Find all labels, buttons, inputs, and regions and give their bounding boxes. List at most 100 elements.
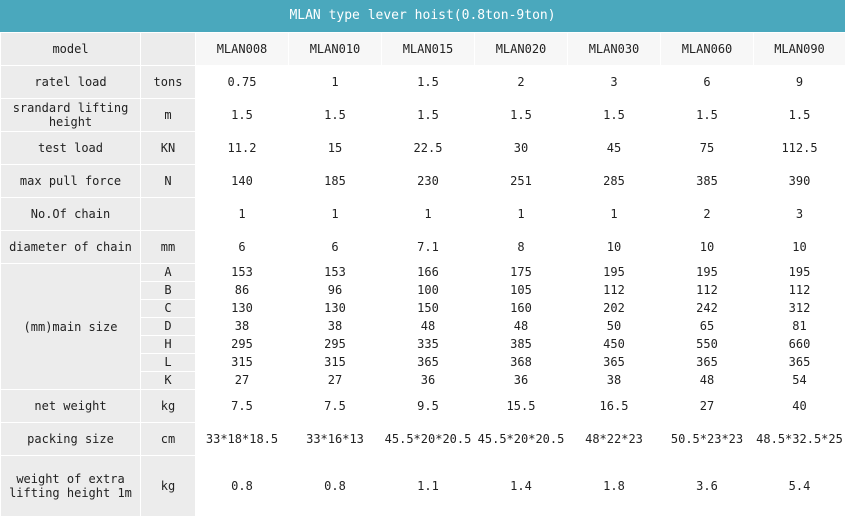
value-cell: 365 xyxy=(754,354,845,372)
value-cell: 7.1 xyxy=(382,231,475,264)
value-cell: 166 xyxy=(382,264,475,282)
value-cell: 48 xyxy=(382,318,475,336)
model-header-label: model xyxy=(1,33,141,66)
value-cell: 365 xyxy=(382,354,475,372)
value-cell: 153 xyxy=(289,264,382,282)
value-cell: 45.5*20*20.5 xyxy=(475,423,568,456)
value-cell: 368 xyxy=(475,354,568,372)
value-cell: 38 xyxy=(568,372,661,390)
dimension-key: L xyxy=(141,354,196,372)
value-cell: 8 xyxy=(475,231,568,264)
model-name-cell: MLAN090 xyxy=(754,33,845,66)
value-cell: 385 xyxy=(661,165,754,198)
value-cell: 312 xyxy=(754,300,845,318)
value-cell: 1.5 xyxy=(382,66,475,99)
model-name-cell: MLAN060 xyxy=(661,33,754,66)
value-cell: 335 xyxy=(382,336,475,354)
value-cell: 660 xyxy=(754,336,845,354)
unit-cell xyxy=(141,33,196,66)
unit-cell: mm xyxy=(141,231,196,264)
value-cell: 27 xyxy=(196,372,289,390)
value-cell: 550 xyxy=(661,336,754,354)
model-name-cell: MLAN030 xyxy=(568,33,661,66)
row-label: ratel load xyxy=(1,66,141,99)
value-cell: 100 xyxy=(382,282,475,300)
value-cell: 385 xyxy=(475,336,568,354)
value-cell: 2 xyxy=(475,66,568,99)
value-cell: 16.5 xyxy=(568,390,661,423)
value-cell: 112 xyxy=(754,282,845,300)
row-label: net weight xyxy=(1,390,141,423)
value-cell: 38 xyxy=(196,318,289,336)
value-cell: 105 xyxy=(475,282,568,300)
model-name-cell: MLAN008 xyxy=(196,33,289,66)
dimension-key: C xyxy=(141,300,196,318)
value-cell: 1.5 xyxy=(289,99,382,132)
value-cell: 185 xyxy=(289,165,382,198)
value-cell: 65 xyxy=(661,318,754,336)
value-cell: 1.5 xyxy=(568,99,661,132)
value-cell: 1.1 xyxy=(382,456,475,517)
value-cell: 10 xyxy=(568,231,661,264)
value-cell: 9.5 xyxy=(382,390,475,423)
dimension-key: H xyxy=(141,336,196,354)
value-cell: 2 xyxy=(661,198,754,231)
table-title: MLAN type lever hoist(0.8ton-9ton) xyxy=(0,0,845,32)
value-cell: 242 xyxy=(661,300,754,318)
dimension-key: K xyxy=(141,372,196,390)
value-cell: 202 xyxy=(568,300,661,318)
value-cell: 48*22*23 xyxy=(568,423,661,456)
value-cell: 45.5*20*20.5 xyxy=(382,423,475,456)
value-cell: 6 xyxy=(196,231,289,264)
dimension-key: D xyxy=(141,318,196,336)
value-cell: 48 xyxy=(661,372,754,390)
value-cell: 140 xyxy=(196,165,289,198)
value-cell: 3 xyxy=(754,198,845,231)
model-name-cell: MLAN010 xyxy=(289,33,382,66)
value-cell: 11.2 xyxy=(196,132,289,165)
value-cell: 1 xyxy=(196,198,289,231)
value-cell: 10 xyxy=(661,231,754,264)
value-cell: 27 xyxy=(289,372,382,390)
value-cell: 150 xyxy=(382,300,475,318)
value-cell: 36 xyxy=(382,372,475,390)
value-cell: 10 xyxy=(754,231,845,264)
value-cell: 251 xyxy=(475,165,568,198)
value-cell: 0.8 xyxy=(289,456,382,517)
unit-cell xyxy=(141,198,196,231)
value-cell: 36 xyxy=(475,372,568,390)
value-cell: 195 xyxy=(754,264,845,282)
value-cell: 6 xyxy=(661,66,754,99)
value-cell: 365 xyxy=(568,354,661,372)
value-cell: 15.5 xyxy=(475,390,568,423)
value-cell: 1.8 xyxy=(568,456,661,517)
unit-cell: kg xyxy=(141,390,196,423)
value-cell: 130 xyxy=(196,300,289,318)
value-cell: 40 xyxy=(754,390,845,423)
value-cell: 285 xyxy=(568,165,661,198)
value-cell: 86 xyxy=(196,282,289,300)
value-cell: 33*18*18.5 xyxy=(196,423,289,456)
row-label: No.Of chain xyxy=(1,198,141,231)
main-size-label: (mm)main size xyxy=(1,264,141,390)
value-cell: 112.5 xyxy=(754,132,845,165)
value-cell: 450 xyxy=(568,336,661,354)
value-cell: 1 xyxy=(289,198,382,231)
value-cell: 1 xyxy=(475,198,568,231)
value-cell: 1 xyxy=(289,66,382,99)
value-cell: 15 xyxy=(289,132,382,165)
row-label: diameter of chain xyxy=(1,231,141,264)
value-cell: 50 xyxy=(568,318,661,336)
value-cell: 6 xyxy=(289,231,382,264)
